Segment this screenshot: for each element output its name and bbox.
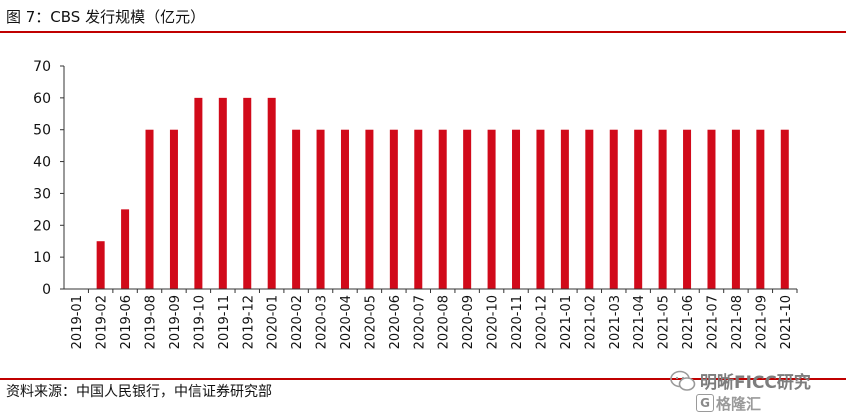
x-tick-label: 2021-01 <box>559 295 574 349</box>
x-tick-label: 2020-08 <box>437 295 452 349</box>
x-tick-label: 2019-11 <box>217 295 232 349</box>
x-tick-label: 2021-08 <box>730 295 745 349</box>
x-tick-label: 2020-07 <box>412 295 427 349</box>
bar-2021-05 <box>658 129 667 289</box>
x-tick-label: 2020-10 <box>486 295 501 349</box>
y-tick-label: 40 <box>33 155 51 171</box>
bar-2021-09 <box>756 129 765 289</box>
x-tick-label: 2021-07 <box>705 295 720 349</box>
x-tick-label: 2020-12 <box>534 295 549 349</box>
bar-2021-10 <box>780 129 789 289</box>
x-tick-label: 2021-09 <box>754 295 769 349</box>
x-tick-label: 2019-02 <box>95 295 110 349</box>
x-tick-label: 2019-10 <box>192 295 207 349</box>
bar-series <box>96 97 789 289</box>
bar-2021-06 <box>683 129 692 289</box>
bar-2020-07 <box>414 129 423 289</box>
bar-2019-10 <box>194 97 203 289</box>
y-tick-label: 50 <box>33 123 51 139</box>
bar-2019-06 <box>121 209 130 289</box>
figure-title: 图 7：CBS 发行规模（亿元） <box>6 8 206 26</box>
bar-2020-05 <box>365 129 374 289</box>
bar-2021-03 <box>609 129 618 289</box>
bar-2021-07 <box>707 129 716 289</box>
bar-2021-08 <box>731 129 740 289</box>
watermark-account-name: 明晰FICC研究 <box>700 373 811 393</box>
bar-2020-12 <box>536 129 545 289</box>
bar-2020-01 <box>267 97 276 289</box>
x-tick-label: 2020-05 <box>363 295 378 349</box>
y-tick-label: 10 <box>33 250 51 266</box>
bar-2019-08 <box>145 129 154 289</box>
gelonghui-logo-icon: G <box>696 394 714 412</box>
x-tick-label: 2021-03 <box>608 295 623 349</box>
watermark: 明晰FICC研究 G 格隆汇 <box>670 364 840 413</box>
bar-2019-09 <box>169 129 178 289</box>
bar-2021-01 <box>560 129 569 289</box>
x-tick-label: 2019-12 <box>241 295 256 349</box>
x-tick-label: 2019-09 <box>168 295 183 349</box>
source-rule <box>0 378 846 380</box>
x-tick-label: 2019-08 <box>144 295 159 349</box>
x-tick-label: 2020-04 <box>339 295 354 349</box>
bar-2019-02 <box>96 241 105 289</box>
title-rule <box>0 31 846 33</box>
x-tick-label: 2020-11 <box>510 295 525 349</box>
y-tick-label: 0 <box>42 282 51 298</box>
x-tick-label: 2021-04 <box>632 295 647 349</box>
bar-2020-02 <box>292 129 301 289</box>
x-tick-label: 2020-09 <box>461 295 476 349</box>
y-tick-label: 30 <box>33 186 51 202</box>
x-tick-label: 2021-10 <box>779 295 794 349</box>
bar-2021-02 <box>585 129 594 289</box>
bar-2020-04 <box>340 129 349 289</box>
x-tick-label: 2019-06 <box>119 295 134 349</box>
x-tick-label: 2019-01 <box>70 295 85 349</box>
x-tick-label: 2020-06 <box>388 295 403 349</box>
x-tick-label: 2020-01 <box>266 295 281 349</box>
bar-2021-04 <box>634 129 643 289</box>
x-tick-label: 2020-03 <box>315 295 330 349</box>
y-axis: 0 10 20 30 40 50 60 70 <box>33 59 65 298</box>
x-tick-label: 2021-02 <box>583 295 598 349</box>
bar-2019-12 <box>243 97 252 289</box>
bar-2020-03 <box>316 129 325 289</box>
wechat-icon <box>670 370 696 391</box>
bar-2020-10 <box>487 129 496 289</box>
bar-2020-11 <box>512 129 521 289</box>
bar-2020-06 <box>389 129 398 289</box>
y-tick-label: 60 <box>33 91 51 107</box>
bar-2019-11 <box>218 97 227 289</box>
y-tick-label: 20 <box>33 218 51 234</box>
bar-2020-08 <box>438 129 447 289</box>
bar-2020-09 <box>463 129 472 289</box>
watermark-site-name: 格隆汇 <box>716 395 762 413</box>
y-tick-label: 70 <box>33 59 51 75</box>
source-note: 资料来源：中国人民银行，中信证券研究部 <box>6 384 272 400</box>
x-tick-label: 2021-06 <box>681 295 696 349</box>
x-axis: 2019-01 2019-02 2019-06 2019-08 2019-09 2019-… <box>64 288 798 349</box>
x-tick-label: 2021-05 <box>657 295 672 349</box>
x-tick-label: 2020-02 <box>290 295 305 349</box>
